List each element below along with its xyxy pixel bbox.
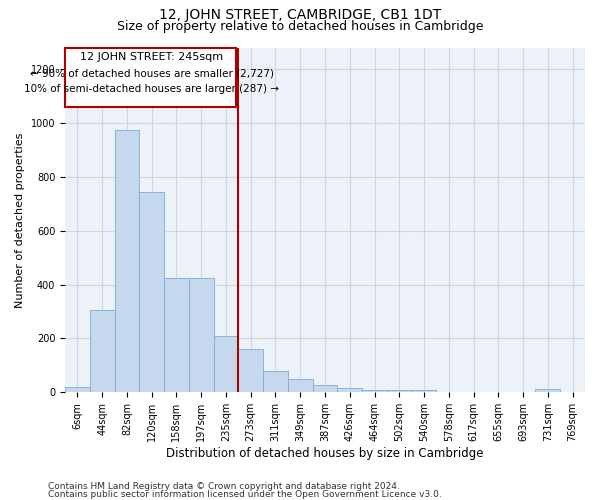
Bar bbox=[263, 372, 288, 392]
Bar bbox=[139, 192, 164, 392]
Bar bbox=[238, 349, 263, 393]
Bar bbox=[65, 48, 236, 107]
Text: 12 JOHN STREET: 245sqm: 12 JOHN STREET: 245sqm bbox=[80, 52, 223, 62]
Text: Contains public sector information licensed under the Open Government Licence v3: Contains public sector information licen… bbox=[48, 490, 442, 499]
Y-axis label: Number of detached properties: Number of detached properties bbox=[15, 132, 25, 308]
Bar bbox=[535, 389, 560, 392]
Bar bbox=[288, 379, 313, 392]
Text: Size of property relative to detached houses in Cambridge: Size of property relative to detached ho… bbox=[117, 20, 483, 33]
Text: 12, JOHN STREET, CAMBRIDGE, CB1 1DT: 12, JOHN STREET, CAMBRIDGE, CB1 1DT bbox=[159, 8, 441, 22]
Bar bbox=[412, 390, 436, 392]
X-axis label: Distribution of detached houses by size in Cambridge: Distribution of detached houses by size … bbox=[166, 447, 484, 460]
Bar bbox=[214, 336, 238, 392]
Bar bbox=[387, 390, 412, 392]
Bar bbox=[65, 387, 90, 392]
Bar bbox=[115, 130, 139, 392]
Bar bbox=[189, 278, 214, 392]
Bar bbox=[164, 278, 189, 392]
Bar bbox=[337, 388, 362, 392]
Text: 10% of semi-detached houses are larger (287) →: 10% of semi-detached houses are larger (… bbox=[24, 84, 279, 94]
Bar bbox=[362, 390, 387, 392]
Bar bbox=[313, 385, 337, 392]
Text: ← 90% of detached houses are smaller (2,727): ← 90% of detached houses are smaller (2,… bbox=[29, 68, 274, 78]
Text: Contains HM Land Registry data © Crown copyright and database right 2024.: Contains HM Land Registry data © Crown c… bbox=[48, 482, 400, 491]
Bar bbox=[90, 310, 115, 392]
